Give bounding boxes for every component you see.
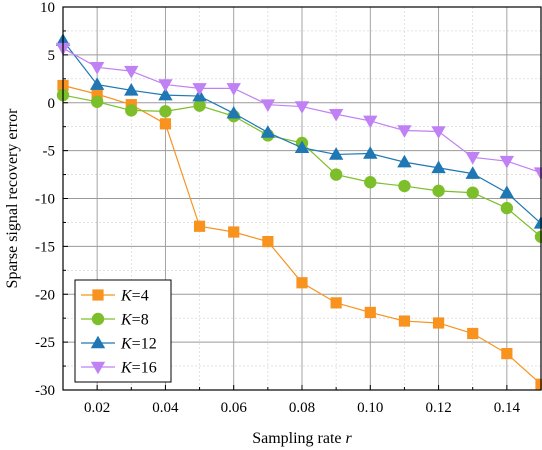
x-tick-label: 0.14 — [494, 400, 521, 416]
series-layer — [55, 33, 542, 390]
data-point-circle — [329, 168, 343, 181]
x-tick-label: 0.04 — [152, 400, 179, 416]
legend-box — [74, 279, 172, 383]
data-point-triangle-down — [328, 108, 344, 122]
data-point-circle — [90, 95, 104, 108]
data-point-triangle-up — [260, 125, 276, 138]
data-point-square — [501, 348, 513, 360]
data-point-triangle-up — [328, 147, 344, 160]
legend-entry: K=12 — [81, 336, 157, 353]
y-tick-label: 10 — [40, 0, 55, 16]
legend-entry: K=16 — [81, 360, 157, 377]
data-point-circle — [159, 105, 172, 118]
data-point-triangle-down — [431, 126, 446, 139]
y-tick-label: -15 — [35, 239, 55, 255]
data-point-square — [296, 277, 308, 289]
data-point-circle — [466, 186, 479, 199]
data-point-square — [228, 226, 240, 238]
data-point-square — [330, 297, 342, 309]
x-tick-label: 0.02 — [84, 400, 110, 416]
x-tick-label: 0.08 — [289, 400, 315, 416]
data-point-triangle-down — [294, 101, 310, 114]
data-point-triangle-down — [90, 361, 106, 375]
data-point-triangle-down — [363, 115, 378, 129]
data-point-triangle-down — [499, 155, 515, 169]
data-point-triangle-down — [124, 65, 139, 79]
data-point-triangle-up — [465, 166, 480, 179]
data-point-triangle-down — [397, 125, 412, 138]
y-axis-label: Sparse signal recovery error — [4, 108, 21, 289]
data-point-triangle-down — [89, 62, 105, 75]
legend-label: K=12 — [120, 336, 157, 353]
data-point-circle — [364, 176, 377, 189]
legend: K=4 K=8 K=12 K=16 — [74, 279, 172, 383]
data-point-triangle-up — [90, 335, 106, 349]
y-tick-label: 5 — [48, 48, 56, 64]
y-tick-label: -20 — [35, 287, 55, 303]
data-point-square — [262, 235, 274, 248]
data-point-square — [193, 220, 206, 232]
legend-label: K=16 — [120, 360, 157, 377]
data-point-square — [364, 306, 376, 319]
x-axis-label: Sampling rate r — [252, 430, 352, 447]
data-point-circle — [91, 312, 105, 326]
grid — [63, 7, 541, 390]
data-point-triangle-up — [226, 105, 241, 119]
y-tick-label: -5 — [43, 144, 56, 160]
data-point-circle — [398, 179, 411, 193]
data-point-triangle-down — [260, 99, 276, 112]
data-point-circle — [125, 104, 138, 117]
data-point-triangle-down — [226, 83, 241, 96]
data-point-triangle-up — [397, 154, 412, 168]
data-point-triangle-up — [499, 185, 515, 199]
series-k-16 — [55, 42, 542, 180]
legend-label: K=4 — [120, 288, 149, 305]
data-point-triangle-up — [294, 140, 310, 154]
legend-label: K=8 — [120, 312, 149, 329]
data-point-circle — [432, 184, 445, 198]
y-tick-label: -25 — [35, 335, 55, 351]
series-k-4 — [57, 79, 542, 390]
data-point-circle — [193, 99, 206, 112]
data-point-square — [398, 315, 411, 327]
data-point-triangle-down — [192, 83, 207, 96]
series-k-8 — [56, 88, 542, 243]
data-point-triangle-up — [158, 87, 173, 101]
data-point-triangle-up — [363, 146, 378, 159]
data-point-square — [92, 289, 104, 301]
y-tick-label: -30 — [35, 383, 55, 399]
data-point-triangle-up — [89, 77, 105, 90]
x-tick-label: 0.10 — [357, 400, 383, 416]
data-point-triangle-down — [465, 152, 480, 165]
data-point-square — [467, 327, 479, 340]
data-point-triangle-down — [158, 79, 173, 92]
data-point-triangle-up — [124, 82, 139, 96]
y-tick-label: 0 — [48, 96, 56, 112]
series-k-12 — [55, 33, 542, 229]
data-point-triangle-up — [431, 160, 446, 174]
data-point-square — [432, 317, 445, 329]
x-tick-label: 0.12 — [425, 400, 451, 416]
axis-ticks: 0.02 0.04 0.06 0.08 0.10 0.12 0.14 10 5 0 -5 -10 -15… — [35, 0, 520, 416]
data-point-circle — [500, 201, 514, 215]
legend-entry: K=4 — [81, 288, 149, 305]
legend-entry: K=8 — [81, 312, 149, 329]
x-tick-label: 0.06 — [221, 400, 248, 416]
y-tick-label: -10 — [35, 192, 55, 208]
data-point-square — [159, 118, 172, 130]
